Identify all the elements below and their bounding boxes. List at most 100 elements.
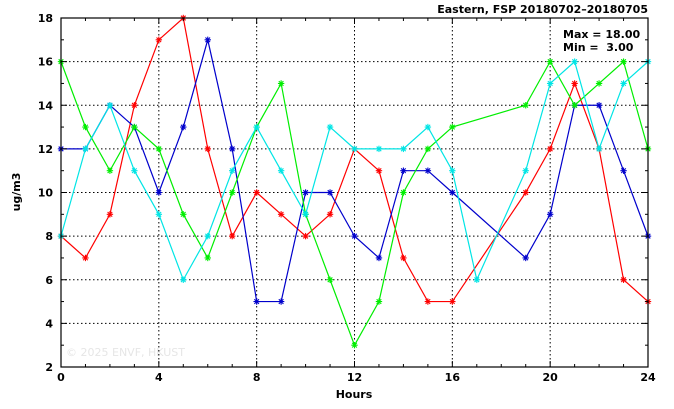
data-point <box>155 211 163 218</box>
data-point <box>106 211 114 218</box>
data-point <box>131 167 138 174</box>
data-point <box>400 189 407 196</box>
data-point <box>253 189 260 196</box>
data-point <box>131 123 138 131</box>
x-axis-label: Hours <box>336 388 373 401</box>
data-point <box>326 211 334 218</box>
data-point <box>424 123 432 131</box>
data-point <box>620 276 627 283</box>
data-point <box>571 58 578 65</box>
data-point <box>351 232 358 240</box>
data-point <box>229 167 236 174</box>
data-point <box>375 254 383 262</box>
data-point <box>522 102 529 109</box>
data-point <box>620 80 627 87</box>
max-value-label: Max = 18.00 <box>563 28 640 41</box>
data-point <box>229 232 236 240</box>
data-point <box>82 254 89 262</box>
y-tick-labels: 2 4 6 8 10 12 14 16 18 <box>38 12 54 374</box>
data-point <box>277 80 285 87</box>
data-point <box>595 80 603 87</box>
series-4 <box>57 58 652 283</box>
data-point <box>204 232 211 240</box>
data-point <box>449 189 456 196</box>
data-point <box>351 341 358 349</box>
data-point <box>277 211 285 218</box>
data-point <box>155 36 163 44</box>
data-point <box>180 276 187 283</box>
data-point <box>131 102 138 109</box>
x-tick-label: 0 <box>57 371 65 384</box>
data-point <box>253 123 260 131</box>
data-point <box>351 145 358 153</box>
data-point <box>522 254 529 262</box>
data-point <box>180 211 187 218</box>
data-point <box>449 167 456 174</box>
data-point <box>277 167 285 174</box>
data-point <box>546 211 554 218</box>
x-tick-labels: 0 4 8 12 16 20 24 <box>57 371 656 384</box>
data-point <box>595 145 603 153</box>
data-point <box>204 36 211 44</box>
x-tick-label: 20 <box>543 371 559 384</box>
data-point <box>571 102 578 109</box>
data-point <box>546 58 554 65</box>
y-tick-label: 12 <box>38 143 53 156</box>
min-value-label: Min = 3.00 <box>563 41 634 54</box>
axis-ticks <box>60 17 649 368</box>
y-tick-label: 10 <box>38 187 54 200</box>
y-tick-label: 16 <box>38 56 54 69</box>
data-point <box>82 145 89 153</box>
data-point <box>155 145 163 153</box>
data-point <box>302 232 309 240</box>
data-point <box>326 189 334 196</box>
data-point <box>326 123 334 131</box>
data-point <box>302 189 309 196</box>
data-point <box>155 189 163 196</box>
data-point <box>546 145 554 153</box>
x-tick-label: 8 <box>253 371 261 384</box>
data-point <box>473 276 480 283</box>
y-tick-label: 8 <box>45 230 53 243</box>
data-point <box>277 298 285 305</box>
data-point <box>400 145 407 153</box>
data-point <box>204 145 211 153</box>
data-point <box>253 298 260 305</box>
data-point <box>229 189 236 196</box>
y-tick-label: 14 <box>38 99 54 112</box>
data-point <box>424 298 432 305</box>
data-point <box>204 254 211 262</box>
x-tick-label: 4 <box>155 371 163 384</box>
data-point <box>326 276 334 283</box>
data-point <box>229 145 236 153</box>
series-1 <box>57 14 652 305</box>
data-point <box>375 167 383 174</box>
data-point <box>375 298 383 305</box>
data-point <box>106 167 114 174</box>
data-point <box>375 145 383 153</box>
y-axis-label: ug/m3 <box>10 173 23 212</box>
grid <box>61 18 648 367</box>
data-point <box>424 145 432 153</box>
data-point <box>302 211 309 218</box>
y-tick-label: 6 <box>45 274 53 287</box>
x-tick-label: 16 <box>445 371 461 384</box>
data-point <box>400 167 407 174</box>
x-tick-label: 12 <box>347 371 362 384</box>
series-line <box>60 60 649 282</box>
data-point <box>449 298 456 305</box>
y-tick-label: 4 <box>45 317 53 330</box>
data-point <box>571 80 578 87</box>
data-point <box>180 123 187 131</box>
data-point <box>546 80 554 87</box>
y-tick-label: 18 <box>38 12 53 25</box>
data-point <box>595 102 603 109</box>
chart-title: Eastern, FSP 20180702–20180705 <box>437 3 648 16</box>
data-point <box>424 167 432 174</box>
data-point <box>522 189 529 196</box>
data-point <box>620 58 627 65</box>
watermark-text: © 2025 ENVF, HKUST <box>66 346 185 359</box>
x-tick-label: 24 <box>640 371 656 384</box>
data-point <box>620 167 627 174</box>
